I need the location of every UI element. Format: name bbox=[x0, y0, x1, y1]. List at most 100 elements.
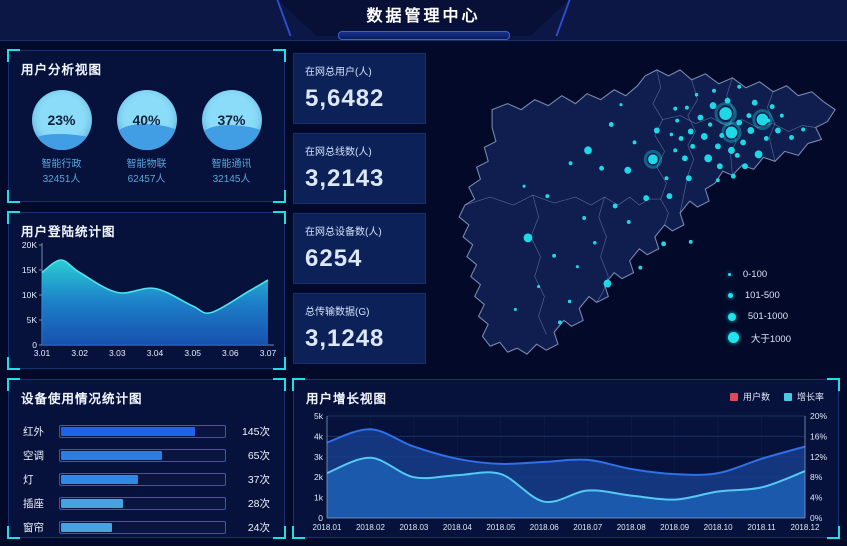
map-dot bbox=[747, 127, 755, 134]
corner-accent bbox=[7, 49, 20, 62]
bar-label: 空调 bbox=[23, 449, 44, 462]
panel-title-login-stats: 用户登陆统计图 bbox=[21, 225, 116, 239]
gauge-count: 62457人 bbox=[127, 174, 166, 185]
bar-label: 灯 bbox=[23, 473, 34, 486]
gauge-name: 智能通讯 bbox=[211, 159, 252, 170]
device-usage-bars: 红外 145次 空调 65次灯 37次 插座 28次 窗帘 24次 bbox=[9, 407, 284, 539]
gauge-name: 智能行政 bbox=[41, 159, 82, 170]
svg-text:2018.08: 2018.08 bbox=[617, 523, 646, 532]
map-dot bbox=[552, 253, 557, 258]
gauge-wave bbox=[31, 133, 92, 150]
map-legend-item-1: 101-500 bbox=[727, 285, 791, 306]
stat-cards: 在网总用户(人) 5,6482 在网总线数(人) 3,2143 在网总设备数(人) 625… bbox=[293, 53, 426, 373]
map-dot bbox=[704, 154, 713, 163]
bar-fill bbox=[61, 426, 195, 436]
svg-text:10K: 10K bbox=[22, 290, 37, 300]
svg-text:3.03: 3.03 bbox=[109, 348, 126, 358]
gauge-count: 32145人 bbox=[212, 174, 251, 185]
gauge-label: 智能物联 62457人 bbox=[107, 157, 187, 187]
svg-text:2018.07: 2018.07 bbox=[573, 523, 602, 532]
map-dot-rings bbox=[643, 102, 773, 169]
svg-text:0: 0 bbox=[318, 513, 323, 523]
map-dot bbox=[537, 284, 541, 289]
stat-label: 在网总用户(人) bbox=[305, 67, 372, 78]
svg-text:2018.01: 2018.01 bbox=[313, 523, 342, 532]
corner-accent bbox=[273, 357, 286, 370]
map-dot bbox=[643, 195, 650, 202]
bar-value: 145次 bbox=[241, 425, 270, 438]
map-dot bbox=[742, 163, 748, 170]
gauge-wave bbox=[201, 125, 262, 150]
map-dot bbox=[669, 132, 674, 137]
map-dot bbox=[724, 97, 731, 104]
liquid-gauge-1: 40% 智能物联 62457人 bbox=[107, 90, 187, 187]
bar-fill bbox=[61, 522, 112, 532]
map-dot bbox=[608, 122, 614, 128]
map-dot bbox=[593, 241, 597, 245]
map-dot bbox=[632, 140, 637, 145]
gauge-circle: 23% bbox=[31, 90, 92, 150]
map-dot-glow bbox=[714, 102, 737, 126]
map-dot bbox=[673, 106, 678, 111]
map-legend-label: 0-100 bbox=[742, 269, 768, 280]
login-line bbox=[41, 259, 269, 314]
map-dot bbox=[716, 163, 723, 170]
stat-label: 在网总设备数(人) bbox=[305, 227, 382, 238]
map-dot bbox=[754, 150, 763, 159]
map-dot bbox=[575, 265, 579, 269]
map-dot bbox=[730, 173, 736, 179]
svg-text:2018.05: 2018.05 bbox=[486, 523, 515, 532]
map-dot bbox=[709, 102, 717, 110]
gauge-percent: 40% bbox=[132, 112, 161, 128]
map-dot bbox=[719, 132, 725, 138]
panel-user-growth: 用户增长视图 用户数 增长率 0 1k 2k 3k 4k 5k 0% 4% 8% 12% 16% 20%… bbox=[292, 378, 840, 539]
bar-track bbox=[59, 424, 226, 438]
map-dot bbox=[568, 161, 573, 166]
gauge-percent: 23% bbox=[47, 112, 76, 128]
corner-accent bbox=[292, 526, 305, 539]
map-dot bbox=[557, 320, 562, 325]
map-legend-item-3: 大于1000 bbox=[727, 327, 791, 348]
map-legend-label: 501-1000 bbox=[747, 311, 789, 322]
svg-text:2018.10: 2018.10 bbox=[704, 523, 733, 532]
map-dot bbox=[626, 219, 631, 224]
bar-row-0: 红外 145次 bbox=[23, 419, 270, 443]
map-dot bbox=[603, 279, 612, 288]
bar-row-4: 窗帘 24次 bbox=[23, 515, 270, 539]
svg-text:1k: 1k bbox=[314, 493, 324, 503]
legend-label: 用户数 bbox=[742, 392, 770, 402]
svg-text:20K: 20K bbox=[22, 240, 37, 250]
users-line bbox=[326, 428, 806, 476]
map-dot bbox=[756, 113, 769, 126]
legend-swatch-icon bbox=[729, 392, 738, 401]
liquid-gauge-0: 23% 智能行政 32451人 bbox=[22, 90, 102, 187]
map-dot bbox=[688, 239, 693, 244]
corner-accent bbox=[273, 190, 286, 203]
corner-accent bbox=[273, 211, 286, 224]
map-legend-item-0: 0-100 bbox=[727, 264, 791, 285]
header-right-decor bbox=[555, 0, 691, 36]
header: 数据管理中心 bbox=[0, 0, 847, 41]
bar-row-1: 空调 65次 bbox=[23, 443, 270, 467]
stat-label: 在网总线数(人) bbox=[305, 147, 372, 158]
map-dot bbox=[736, 119, 743, 126]
svg-text:5K: 5K bbox=[27, 315, 38, 325]
map-dot bbox=[584, 146, 592, 155]
legend-dot-icon bbox=[727, 293, 733, 298]
map-dot bbox=[714, 143, 721, 150]
province-map-svg bbox=[458, 69, 836, 355]
growth-line bbox=[326, 456, 806, 504]
bar-label: 红外 bbox=[23, 425, 44, 438]
map-dot bbox=[664, 176, 669, 181]
bar-track bbox=[59, 472, 226, 486]
corner-accent bbox=[7, 526, 20, 539]
map-dot-glow bbox=[752, 109, 773, 130]
map-dot bbox=[779, 113, 784, 118]
map-dot bbox=[789, 134, 794, 140]
stat-value: 5,6482 bbox=[305, 85, 385, 112]
liquid-gauge-2: 37% 智能通讯 32145人 bbox=[192, 90, 272, 187]
growth-chart-legend: 用户数 增长率 bbox=[729, 390, 824, 403]
login-area-chart: 0 5K 10K 15K 20K 3.01 3.02 3.03 3.04 3.05 3.06 3.07 bbox=[22, 240, 277, 358]
map-dot bbox=[661, 241, 667, 247]
